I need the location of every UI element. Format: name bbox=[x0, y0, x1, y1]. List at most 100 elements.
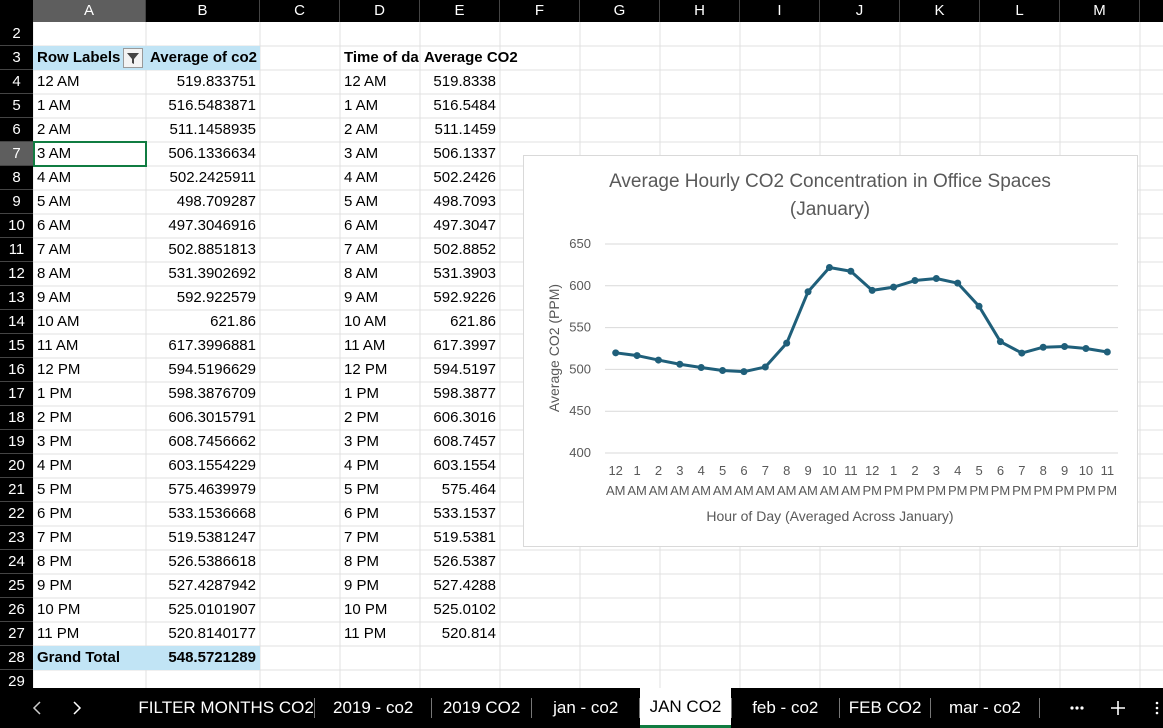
cell: 1 PM bbox=[344, 385, 380, 402]
x-tick-label: 11 PM bbox=[1098, 463, 1118, 498]
x-tick-label: 1 PM bbox=[884, 463, 904, 498]
cell: 6 PM bbox=[344, 505, 380, 522]
cell: 527.4288 bbox=[433, 577, 496, 594]
cell: 5 PM bbox=[344, 481, 380, 498]
column-header: E bbox=[420, 0, 500, 22]
cell: 9 PM bbox=[37, 577, 73, 594]
row-header: 15 bbox=[0, 334, 33, 358]
data-point bbox=[612, 349, 620, 357]
tab-tools[interactable] bbox=[1063, 688, 1163, 728]
data-point bbox=[1061, 342, 1069, 350]
column-header: J bbox=[820, 0, 900, 22]
cell: 12 PM bbox=[37, 361, 81, 378]
sheet-tab-bar: FILTER MONTHS CO2 2019 - co2 2019 CO2 jan -… bbox=[0, 688, 1163, 728]
x-tick-label: 2 PM bbox=[905, 463, 925, 498]
cell: 1 AM bbox=[344, 97, 379, 114]
chart-title: Average Hourly CO2 Concentration in Offi… bbox=[609, 171, 1051, 220]
sheet-tab[interactable]: mar - co2 bbox=[948, 698, 1021, 717]
x-tick-label: 3 AM bbox=[670, 463, 690, 498]
x-tick-label: 3 PM bbox=[927, 463, 947, 498]
cell: 533.1537 bbox=[433, 505, 496, 522]
column-header bbox=[1140, 0, 1163, 22]
data-point bbox=[890, 283, 898, 291]
cell: 531.3903 bbox=[433, 265, 496, 282]
cell: 603.1554 bbox=[433, 457, 496, 474]
row-header: 6 bbox=[0, 118, 33, 142]
row-header: 7 bbox=[0, 142, 33, 166]
cell: 9 AM bbox=[344, 289, 379, 306]
filter-button[interactable] bbox=[123, 48, 143, 68]
cell: 11 PM bbox=[37, 625, 80, 642]
cell: 511.1459 bbox=[434, 121, 496, 138]
row-header: 21 bbox=[0, 478, 33, 502]
data-point bbox=[911, 277, 919, 285]
row-header: 28 bbox=[0, 646, 33, 670]
column-header: I bbox=[740, 0, 820, 22]
cell: 10 AM bbox=[37, 313, 80, 330]
data-point bbox=[1103, 348, 1111, 356]
data-point bbox=[847, 267, 855, 275]
cell: 2 AM bbox=[37, 121, 72, 138]
data-point bbox=[676, 360, 684, 368]
tab-separator bbox=[839, 698, 840, 718]
row-header: 2 bbox=[0, 22, 33, 46]
sheet-tab[interactable]: jan - co2 bbox=[553, 698, 619, 717]
cell: 592.922579 bbox=[176, 289, 256, 306]
data-point bbox=[761, 363, 769, 371]
cell: 519.5381247 bbox=[168, 529, 256, 546]
column-header: K bbox=[900, 0, 980, 22]
cell: 606.3016 bbox=[433, 409, 496, 426]
x-tick-label: 12 PM bbox=[862, 463, 882, 498]
cell: 502.2426 bbox=[433, 169, 496, 186]
tab-nav[interactable] bbox=[0, 688, 120, 728]
chart-container[interactable]: Hour of Day (Averaged Across January) Av… bbox=[523, 155, 1138, 547]
sheet-tab[interactable]: 2019 CO2 bbox=[442, 698, 521, 717]
row-header: 17 bbox=[0, 382, 33, 406]
data-point bbox=[1039, 343, 1047, 351]
cell: 506.1337 bbox=[433, 145, 496, 162]
data-point bbox=[932, 274, 940, 282]
row-header: 11 bbox=[0, 238, 33, 262]
tab-separator bbox=[531, 698, 532, 718]
row-header: 9 bbox=[0, 190, 33, 214]
cell: 8 PM bbox=[344, 553, 380, 570]
row-header: 4 bbox=[0, 70, 33, 94]
sheet-tab[interactable]: FEB CO2 bbox=[848, 698, 922, 717]
cell: 516.5484 bbox=[433, 97, 496, 114]
data-point bbox=[654, 356, 662, 364]
cell: 4 PM bbox=[37, 457, 73, 474]
cell: 2 PM bbox=[344, 409, 380, 426]
x-tick-label: 7 PM bbox=[1012, 463, 1032, 498]
x-tick-label: 7 AM bbox=[756, 463, 776, 498]
cell: 6 AM bbox=[37, 217, 72, 234]
cell: 10 AM bbox=[344, 313, 387, 330]
cell: 520.8140177 bbox=[168, 625, 256, 642]
cell: 6 AM bbox=[344, 217, 379, 234]
row-header: 24 bbox=[0, 550, 33, 574]
column-header: G bbox=[580, 0, 660, 22]
cell: 498.7093 bbox=[433, 193, 496, 210]
x-tick-label: 5 PM bbox=[969, 463, 989, 498]
data-point bbox=[804, 288, 812, 296]
cell: 525.0101907 bbox=[168, 601, 256, 618]
row-header: 25 bbox=[0, 574, 33, 598]
row-header: 19 bbox=[0, 430, 33, 454]
data-point bbox=[783, 339, 791, 347]
sheet-tab[interactable]: FILTER MONTHS CO2 bbox=[138, 698, 314, 717]
sheet-tab[interactable]: 2019 - co2 bbox=[333, 698, 414, 717]
cell: 11 AM bbox=[37, 337, 79, 354]
tab-separator bbox=[431, 698, 433, 718]
x-tick-label: 4 AM bbox=[691, 463, 711, 498]
data-point bbox=[1018, 349, 1026, 357]
cell: 2 AM bbox=[344, 121, 379, 138]
cell: 4 AM bbox=[37, 169, 72, 186]
data-point bbox=[996, 338, 1004, 346]
cell: 502.8851813 bbox=[168, 241, 256, 258]
row-header: 26 bbox=[0, 598, 33, 622]
x-tick-label: 8 PM bbox=[1033, 463, 1053, 498]
row-header: 22 bbox=[0, 502, 33, 526]
sheet-tab[interactable]: JAN CO2 bbox=[640, 688, 731, 728]
tab-separator bbox=[730, 698, 732, 718]
sheet-tab[interactable]: feb - co2 bbox=[752, 698, 819, 717]
cell: 531.3902692 bbox=[168, 265, 256, 282]
